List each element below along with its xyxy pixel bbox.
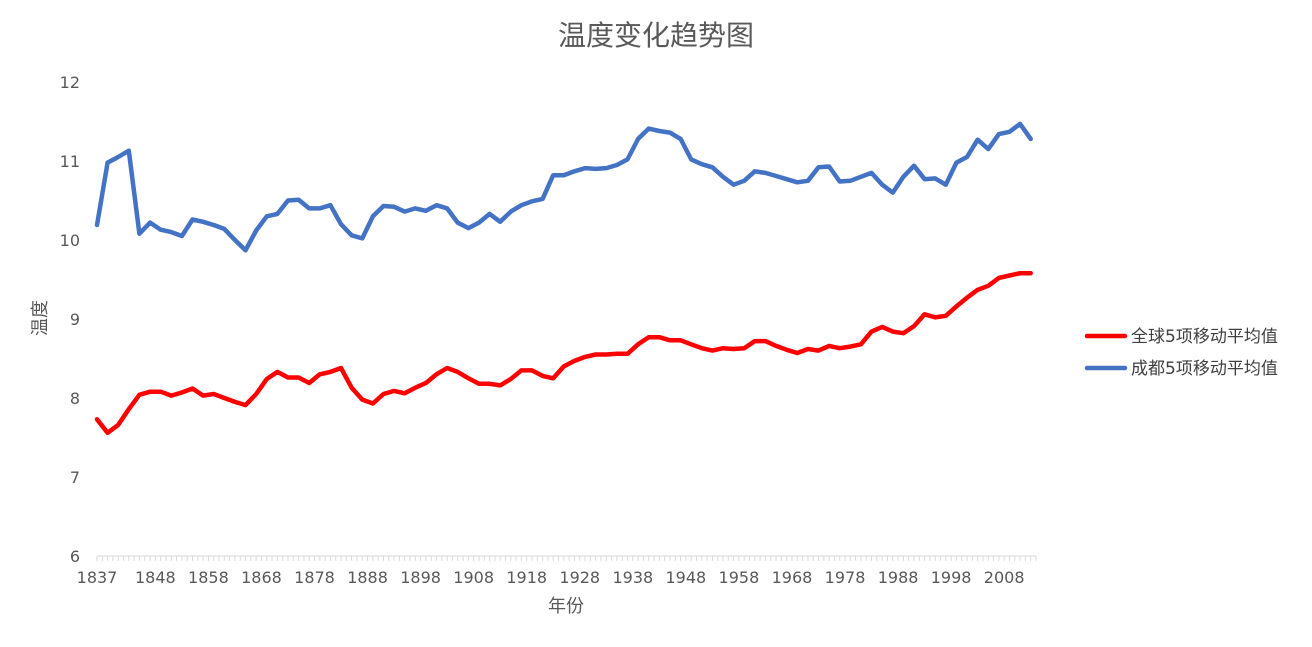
y-axis-label: 温度: [30, 300, 51, 336]
x-tick-label: 1837: [77, 568, 118, 587]
series-line-1: [94, 270, 1033, 436]
x-tick-label: 1968: [772, 568, 813, 587]
y-axis-ticks: 6 7 8 9 10 11 12: [60, 73, 80, 566]
x-axis: 1837 1848 1858 1868 1878 1888 1898 1908 1918 1928…: [77, 555, 1037, 587]
x-tick-label: 2008: [984, 568, 1025, 587]
y-tick-label: 12: [60, 73, 80, 92]
x-tick-label: 1858: [188, 568, 229, 587]
x-tick-label: 1958: [719, 568, 760, 587]
x-tick-label: 1938: [612, 568, 653, 587]
x-tick-label: 1918: [506, 568, 547, 587]
x-tick-label: 1998: [931, 568, 972, 587]
x-tick-label: 1888: [347, 568, 388, 587]
legend-label: 全球5项移动平均值: [1131, 327, 1278, 347]
y-tick-label: 8: [70, 389, 80, 408]
x-tick-label: 1928: [559, 568, 600, 587]
x-tick-label: 1848: [135, 568, 176, 587]
x-tick-label: 1988: [878, 568, 919, 587]
y-tick-label: 7: [70, 468, 80, 487]
y-tick-label: 6: [70, 547, 80, 566]
series-line-2: [94, 121, 1033, 253]
x-tick-label: 1908: [453, 568, 494, 587]
x-axis-label: 年份: [548, 596, 584, 617]
legend-label: 成都5项移动平均值: [1131, 359, 1278, 379]
chart-title: 温度变化趋势图: [558, 19, 754, 52]
series-layer: [94, 121, 1033, 436]
x-tick-label: 1868: [241, 568, 282, 587]
x-tick-label: 1978: [825, 568, 866, 587]
x-tick-label: 1948: [666, 568, 707, 587]
y-tick-label: 11: [60, 152, 80, 171]
y-tick-label: 10: [60, 231, 80, 250]
x-tick-label: 1878: [294, 568, 335, 587]
y-tick-label: 9: [70, 310, 80, 329]
x-tick-label: 1898: [400, 568, 441, 587]
